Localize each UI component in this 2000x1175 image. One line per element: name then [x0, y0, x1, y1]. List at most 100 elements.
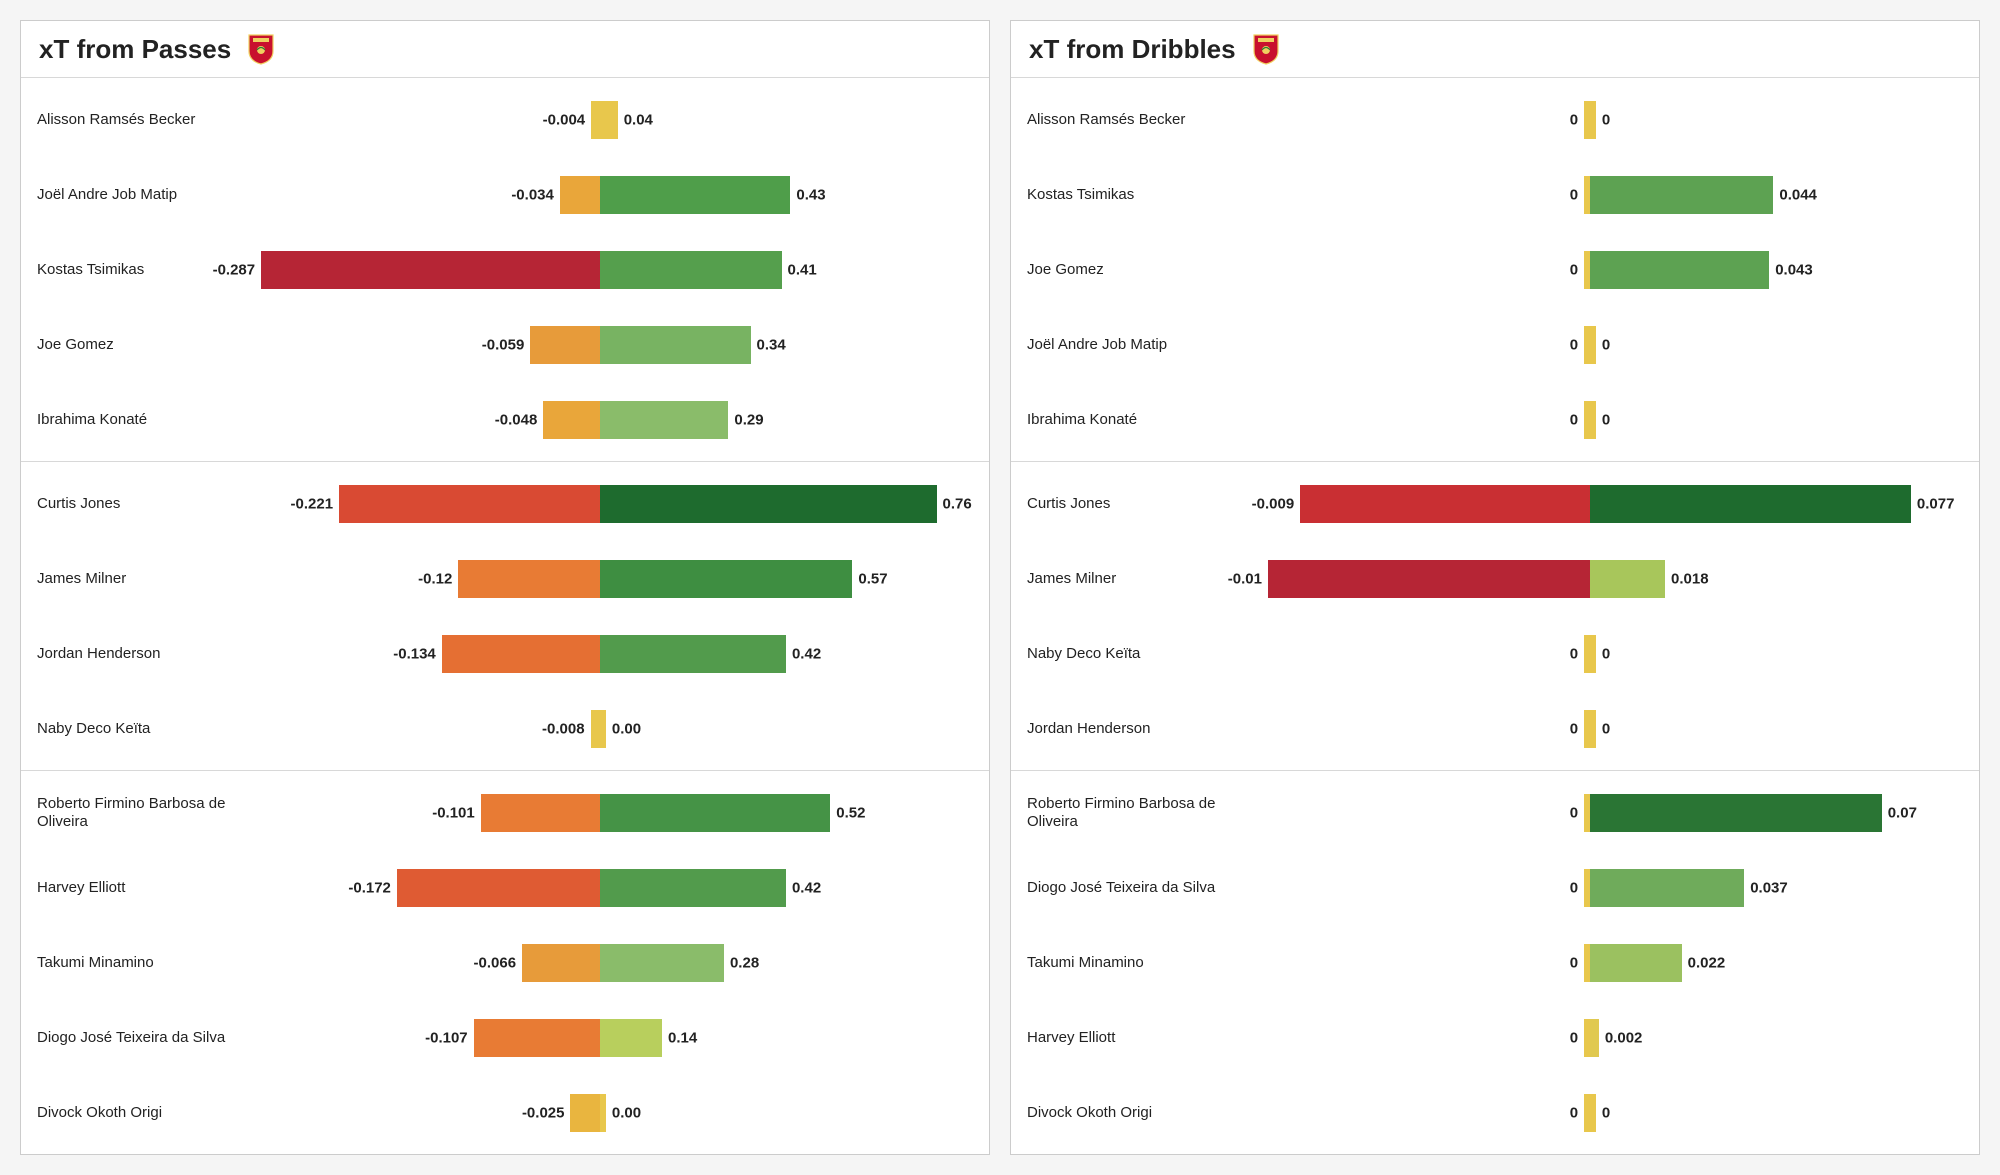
- negative-value-label: 0: [1570, 1029, 1578, 1046]
- bar-zone: -0.059 0.34: [231, 307, 969, 382]
- bar-zone: 0 0.07: [1221, 775, 1959, 850]
- positive-bar: [600, 251, 782, 289]
- player-name: Curtis Jones: [21, 495, 231, 513]
- player-name: Alisson Ramsés Becker: [21, 111, 231, 129]
- positive-value-label: 0: [1602, 720, 1610, 737]
- player-row: Takumi Minamino -0.066 0.28: [21, 925, 989, 1000]
- player-row: Alisson Ramsés Becker -0.004 0.04: [21, 82, 989, 157]
- player-row: Naby Deco Keïta 0 0: [1011, 616, 1979, 691]
- negative-bar: [522, 944, 600, 982]
- player-row: Takumi Minamino 0 0.022: [1011, 925, 1979, 1000]
- player-row: Diogo José Teixeira da Silva 0 0.037: [1011, 850, 1979, 925]
- player-row: Joël Andre Job Matip 0 0: [1011, 307, 1979, 382]
- club-crest-icon: [1252, 33, 1280, 65]
- positive-bar: [1590, 869, 1744, 907]
- negative-bar: [481, 794, 600, 832]
- negative-bar: [543, 401, 600, 439]
- positive-bar: [600, 326, 751, 364]
- positive-bar: [1590, 176, 1773, 214]
- player-row: Jordan Henderson -0.134 0.42: [21, 616, 989, 691]
- positive-bar: [600, 1094, 606, 1132]
- player-name: Divock Okoth Origi: [21, 1104, 231, 1122]
- negative-value-label: -0.004: [543, 111, 586, 128]
- negative-value-label: -0.12: [418, 570, 452, 587]
- player-group: Curtis Jones -0.221 0.76 James Milner: [21, 462, 989, 771]
- negative-bar: [261, 251, 600, 289]
- negative-value-label: 0: [1570, 720, 1578, 737]
- bar-zone: -0.009 0.077: [1221, 466, 1959, 541]
- positive-value-label: 0.57: [858, 570, 887, 587]
- negative-value-label: -0.009: [1252, 495, 1295, 512]
- player-name: Takumi Minamino: [21, 954, 231, 972]
- bar-zone: 0 0: [1221, 616, 1959, 691]
- player-row: Curtis Jones -0.221 0.76: [21, 466, 989, 541]
- positive-bar: [1590, 794, 1882, 832]
- positive-value-label: 0.34: [757, 336, 786, 353]
- bar-zone: -0.008 0.00: [231, 691, 969, 766]
- positive-bar: [600, 1019, 662, 1057]
- player-row: Alisson Ramsés Becker 0 0: [1011, 82, 1979, 157]
- positive-value-label: 0.018: [1671, 570, 1709, 587]
- bar-zone: -0.066 0.28: [231, 925, 969, 1000]
- positive-bar: [1590, 251, 1769, 289]
- negative-value-label: -0.066: [474, 954, 517, 971]
- positive-value-label: 0: [1602, 336, 1610, 353]
- bar-zone: -0.034 0.43: [231, 157, 969, 232]
- bar-zone: -0.12 0.57: [231, 541, 969, 616]
- negative-value-label: 0: [1570, 879, 1578, 896]
- positive-value-label: 0: [1602, 411, 1610, 428]
- positive-value-label: 0.14: [668, 1029, 697, 1046]
- positive-value-label: 0.00: [612, 720, 641, 737]
- positive-value-label: 0: [1602, 645, 1610, 662]
- negative-bar: [458, 560, 600, 598]
- negative-bar: [560, 176, 600, 214]
- player-name: Joël Andre Job Matip: [21, 186, 231, 204]
- player-row: Harvey Elliott 0 0.002: [1011, 1000, 1979, 1075]
- positive-bar: [1590, 1094, 1596, 1132]
- bar-zone: -0.025 0.00: [231, 1075, 969, 1150]
- negative-value-label: 0: [1570, 261, 1578, 278]
- player-group: Alisson Ramsés Becker -0.004 0.04 Joël A…: [21, 78, 989, 462]
- group-container: Alisson Ramsés Becker -0.004 0.04 Joël A…: [21, 78, 989, 1154]
- positive-value-label: 0.52: [836, 804, 865, 821]
- negative-value-label: 0: [1570, 1104, 1578, 1121]
- bar-zone: -0.287 0.41: [231, 232, 969, 307]
- positive-value-label: 0: [1602, 111, 1610, 128]
- player-group: Roberto Firmino Barbosa de Oliveira 0 0.…: [1011, 771, 1979, 1154]
- positive-value-label: 0.29: [734, 411, 763, 428]
- player-name: Diogo José Teixeira da Silva: [21, 1029, 231, 1047]
- negative-value-label: -0.107: [425, 1029, 468, 1046]
- positive-bar: [600, 176, 790, 214]
- player-row: James Milner -0.01 0.018: [1011, 541, 1979, 616]
- bar-zone: 0 0.002: [1221, 1000, 1959, 1075]
- bar-zone: 0 0.037: [1221, 850, 1959, 925]
- negative-value-label: -0.008: [542, 720, 585, 737]
- player-name: Kostas Tsimikas: [1011, 186, 1221, 204]
- player-row: Joe Gomez -0.059 0.34: [21, 307, 989, 382]
- player-name: Jordan Henderson: [1011, 720, 1221, 738]
- bar-zone: -0.048 0.29: [231, 382, 969, 457]
- negative-value-label: 0: [1570, 954, 1578, 971]
- bar-zone: -0.134 0.42: [231, 616, 969, 691]
- player-name: Ibrahima Konaté: [1011, 411, 1221, 429]
- player-row: Divock Okoth Origi -0.025 0.00: [21, 1075, 989, 1150]
- player-name: Harvey Elliott: [1011, 1029, 1221, 1047]
- bar-zone: -0.221 0.76: [231, 466, 969, 541]
- negative-value-label: -0.025: [522, 1104, 565, 1121]
- positive-bar: [1590, 326, 1596, 364]
- negative-value-label: -0.172: [348, 879, 391, 896]
- player-row: Kostas Tsimikas -0.287 0.41: [21, 232, 989, 307]
- negative-bar: [591, 101, 600, 139]
- player-name: Joe Gomez: [21, 336, 231, 354]
- player-name: James Milner: [1011, 570, 1221, 588]
- panel-title: xT from Passes: [39, 34, 231, 65]
- positive-bar: [1590, 710, 1596, 748]
- negative-value-label: -0.01: [1228, 570, 1262, 587]
- bar-zone: 0 0: [1221, 691, 1959, 766]
- positive-bar: [600, 101, 618, 139]
- positive-value-label: 0: [1602, 1104, 1610, 1121]
- bar-zone: -0.172 0.42: [231, 850, 969, 925]
- player-row: James Milner -0.12 0.57: [21, 541, 989, 616]
- player-row: Joe Gomez 0 0.043: [1011, 232, 1979, 307]
- player-row: Divock Okoth Origi 0 0: [1011, 1075, 1979, 1150]
